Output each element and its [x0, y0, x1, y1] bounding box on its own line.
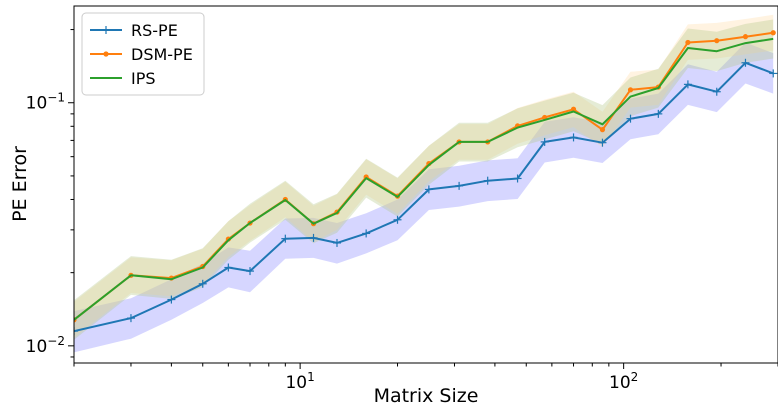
point-rs-pe — [198, 279, 207, 288]
point-rs-pe — [483, 176, 492, 185]
point-rs-pe — [332, 238, 341, 247]
plot-frame — [73, 5, 778, 364]
point-rs-pe — [246, 267, 255, 276]
point-rs-pe — [683, 80, 692, 89]
point-dsm-pe — [570, 106, 577, 112]
y-tick-label: 10−1 — [26, 91, 65, 114]
point-dsm-pe — [742, 34, 749, 40]
point-rs-pe — [362, 229, 371, 238]
point-rs-pe — [455, 181, 464, 190]
confidence-bands — [74, 14, 774, 353]
point-rs-pe — [598, 138, 607, 147]
point-rs-pe — [569, 133, 578, 142]
point-rs-pe — [712, 87, 721, 96]
y-axis-label: PE Error — [9, 146, 31, 222]
band-ips — [74, 19, 774, 340]
point-rs-pe — [126, 314, 135, 323]
legend-box — [81, 12, 205, 96]
point-dsm-pe — [714, 38, 720, 44]
point-rs-pe — [741, 58, 750, 67]
legend-label-dsm-pe: DSM-PE — [131, 45, 193, 64]
series-line-ips — [74, 37, 774, 321]
band-rs-pe — [74, 42, 774, 353]
point-dsm-pe — [770, 30, 776, 36]
point-rs-pe — [424, 185, 433, 194]
point-rs-pe — [309, 233, 318, 242]
point-dsm-pe — [627, 87, 634, 93]
point-rs-pe — [224, 263, 233, 272]
point-rs-pe — [281, 234, 290, 243]
point-rs-pe — [513, 174, 522, 183]
legend-marker-dsm-pe — [103, 51, 109, 57]
y-tick-label: 10−2 — [26, 334, 65, 357]
point-rs-pe — [540, 137, 549, 146]
axes: 101 102 10−2 10−1 — [26, 5, 778, 393]
legend-label-ips: IPS — [131, 69, 156, 88]
point-rs-pe — [769, 69, 778, 78]
point-rs-pe — [654, 109, 663, 118]
x-tick-label: 101 — [285, 370, 314, 393]
series-lines — [74, 30, 778, 336]
point-rs-pe — [167, 295, 176, 304]
legend: RS-PE DSM-PE IPS — [81, 12, 205, 96]
point-dsm-pe — [685, 39, 691, 46]
x-axis-label: Matrix Size — [374, 385, 479, 406]
x-tick-label: 102 — [609, 370, 638, 393]
point-dsm-pe — [599, 127, 606, 133]
legend-label-rs-pe: RS-PE — [131, 21, 178, 40]
band-dsm-pe — [74, 14, 774, 338]
point-rs-pe — [74, 327, 78, 336]
series-line-rs-pe — [74, 61, 774, 333]
point-rs-pe — [626, 114, 635, 123]
point-rs-pe — [393, 215, 402, 224]
